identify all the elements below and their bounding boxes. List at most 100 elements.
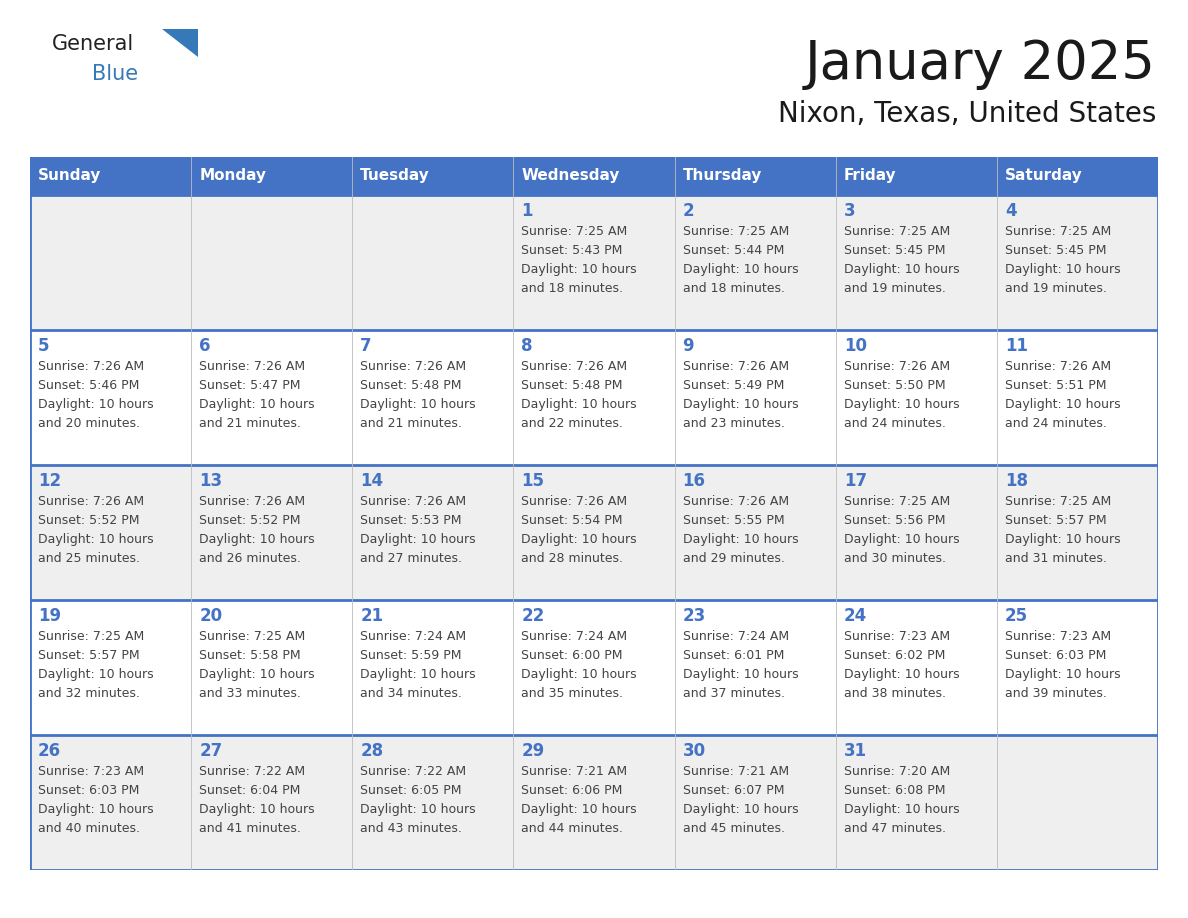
Text: Sunset: 5:49 PM: Sunset: 5:49 PM [683,379,784,392]
Text: 10: 10 [843,337,867,355]
Text: Sunset: 6:06 PM: Sunset: 6:06 PM [522,784,623,797]
Text: Daylight: 10 hours: Daylight: 10 hours [38,398,153,411]
Bar [513,465,675,600]
Text: Sunset: 5:48 PM: Sunset: 5:48 PM [360,379,462,392]
Text: Daylight: 10 hours: Daylight: 10 hours [683,398,798,411]
Text: Sunrise: 7:26 AM: Sunrise: 7:26 AM [1005,360,1111,373]
Text: 27: 27 [200,742,222,760]
Text: 18: 18 [1005,472,1028,490]
Bar [191,157,353,195]
Text: Wednesday: Wednesday [522,169,620,184]
Text: Sunset: 5:54 PM: Sunset: 5:54 PM [522,514,623,527]
Text: and 21 minutes.: and 21 minutes. [360,417,462,430]
Bar [353,600,513,735]
Bar [675,330,835,465]
Text: Daylight: 10 hours: Daylight: 10 hours [522,398,637,411]
Text: 7: 7 [360,337,372,355]
Text: 12: 12 [38,472,61,490]
Text: Daylight: 10 hours: Daylight: 10 hours [522,263,637,276]
Text: and 34 minutes.: and 34 minutes. [360,687,462,700]
Bar [997,600,1158,735]
Text: Sunrise: 7:21 AM: Sunrise: 7:21 AM [522,765,627,778]
Text: 20: 20 [200,607,222,625]
Text: and 39 minutes.: and 39 minutes. [1005,687,1107,700]
Bar [835,157,997,195]
Text: Sunset: 5:45 PM: Sunset: 5:45 PM [1005,244,1106,257]
Text: Sunset: 5:57 PM: Sunset: 5:57 PM [1005,514,1106,527]
Text: and 20 minutes.: and 20 minutes. [38,417,140,430]
Text: Daylight: 10 hours: Daylight: 10 hours [200,668,315,681]
Text: Sunset: 5:46 PM: Sunset: 5:46 PM [38,379,139,392]
Bar [513,735,675,870]
Text: and 35 minutes.: and 35 minutes. [522,687,624,700]
Text: Daylight: 10 hours: Daylight: 10 hours [200,398,315,411]
Bar [675,735,835,870]
Text: Sunset: 6:05 PM: Sunset: 6:05 PM [360,784,462,797]
Text: Friday: Friday [843,169,896,184]
Text: Sunrise: 7:26 AM: Sunrise: 7:26 AM [522,360,627,373]
Text: 30: 30 [683,742,706,760]
Text: and 31 minutes.: and 31 minutes. [1005,552,1107,565]
Bar [30,600,191,735]
Text: Sunrise: 7:24 AM: Sunrise: 7:24 AM [683,630,789,643]
Text: Daylight: 10 hours: Daylight: 10 hours [1005,668,1120,681]
Text: Daylight: 10 hours: Daylight: 10 hours [683,533,798,546]
Text: and 29 minutes.: and 29 minutes. [683,552,784,565]
Text: 25: 25 [1005,607,1028,625]
Text: Sunrise: 7:26 AM: Sunrise: 7:26 AM [360,360,467,373]
Text: Sunset: 6:03 PM: Sunset: 6:03 PM [1005,649,1106,662]
Polygon shape [162,28,197,58]
Text: Sunrise: 7:25 AM: Sunrise: 7:25 AM [38,630,144,643]
Text: 2: 2 [683,202,694,220]
Text: and 21 minutes.: and 21 minutes. [200,417,301,430]
Text: Sunset: 5:45 PM: Sunset: 5:45 PM [843,244,946,257]
Text: and 18 minutes.: and 18 minutes. [683,282,784,295]
Text: and 41 minutes.: and 41 minutes. [200,822,301,835]
Bar [191,735,353,870]
Text: Sunset: 6:03 PM: Sunset: 6:03 PM [38,784,139,797]
Text: Sunrise: 7:25 AM: Sunrise: 7:25 AM [683,225,789,238]
Text: Daylight: 10 hours: Daylight: 10 hours [360,803,476,816]
Text: 8: 8 [522,337,533,355]
Text: 9: 9 [683,337,694,355]
Bar [191,465,353,600]
Text: Daylight: 10 hours: Daylight: 10 hours [200,803,315,816]
Text: Daylight: 10 hours: Daylight: 10 hours [38,668,153,681]
Text: Sunrise: 7:25 AM: Sunrise: 7:25 AM [1005,495,1111,508]
Text: Daylight: 10 hours: Daylight: 10 hours [1005,398,1120,411]
Bar [835,600,997,735]
Text: Daylight: 10 hours: Daylight: 10 hours [522,668,637,681]
Bar [675,157,835,195]
Bar [513,600,675,735]
Text: and 43 minutes.: and 43 minutes. [360,822,462,835]
Text: Sunset: 5:59 PM: Sunset: 5:59 PM [360,649,462,662]
Bar [30,330,191,465]
Text: Nixon, Texas, United States: Nixon, Texas, United States [778,100,1156,128]
Text: 4: 4 [1005,202,1017,220]
Bar [835,465,997,600]
Text: Tuesday: Tuesday [360,169,430,184]
Text: Sunrise: 7:26 AM: Sunrise: 7:26 AM [360,495,467,508]
Bar [30,465,191,600]
Text: 24: 24 [843,607,867,625]
Text: Sunrise: 7:23 AM: Sunrise: 7:23 AM [1005,630,1111,643]
Text: and 19 minutes.: and 19 minutes. [843,282,946,295]
Bar [353,465,513,600]
Text: Monday: Monday [200,169,266,184]
Text: Sunrise: 7:25 AM: Sunrise: 7:25 AM [1005,225,1111,238]
Text: Daylight: 10 hours: Daylight: 10 hours [38,533,153,546]
Bar [997,735,1158,870]
Text: and 27 minutes.: and 27 minutes. [360,552,462,565]
Text: Sunset: 5:50 PM: Sunset: 5:50 PM [843,379,946,392]
Text: and 24 minutes.: and 24 minutes. [1005,417,1107,430]
Text: and 32 minutes.: and 32 minutes. [38,687,140,700]
Text: Sunset: 5:43 PM: Sunset: 5:43 PM [522,244,623,257]
Bar [30,195,191,330]
Bar [30,157,191,195]
Text: Sunset: 5:47 PM: Sunset: 5:47 PM [200,379,301,392]
Bar [835,330,997,465]
Text: 17: 17 [843,472,867,490]
Text: and 45 minutes.: and 45 minutes. [683,822,784,835]
Text: Daylight: 10 hours: Daylight: 10 hours [360,533,476,546]
Text: Daylight: 10 hours: Daylight: 10 hours [38,803,153,816]
